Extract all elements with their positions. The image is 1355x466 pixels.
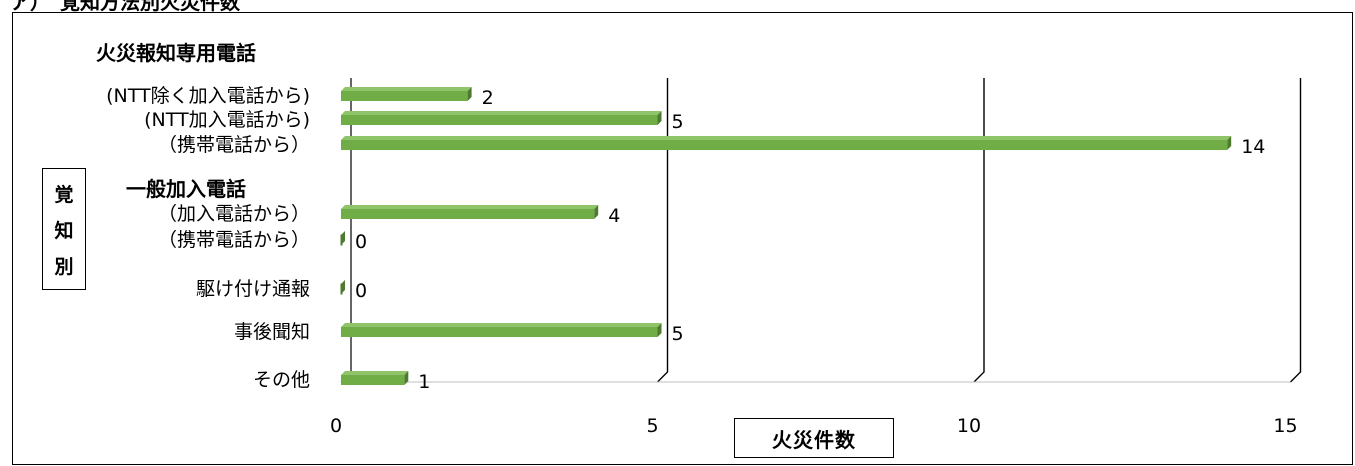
x-tick-label: 5	[646, 415, 658, 437]
bar-side	[594, 205, 599, 219]
gridline	[973, 78, 985, 383]
category-label: その他	[252, 369, 310, 391]
bar-side	[1227, 136, 1232, 150]
category-label: (NTT除く加入電話から)	[106, 85, 310, 107]
y-axis-label-char: 別	[54, 255, 74, 278]
gridline	[657, 78, 669, 383]
data-label: 0	[355, 280, 367, 302]
category-label: (NTT加入電話から)	[144, 109, 310, 131]
data-label: 5	[672, 323, 684, 345]
x-tick-label: 0	[330, 415, 342, 437]
bar	[341, 140, 1228, 150]
bar-top	[341, 371, 409, 375]
data-label: 5	[672, 111, 684, 133]
chart-title-clipped: ア） 覚知方法別火災件数	[10, 0, 240, 14]
y-axis-label-char: 覚	[54, 183, 74, 206]
bar	[341, 327, 658, 337]
category-label: （携帯電話から）	[157, 134, 310, 156]
bar	[340, 283, 343, 295]
x-axis-label: 火災件数	[734, 418, 894, 458]
data-label: 4	[608, 205, 620, 227]
category-label: （携帯電話から）	[157, 229, 310, 251]
category-label: 駆け付け通報	[195, 278, 310, 300]
bar-side	[657, 323, 662, 337]
x-tick-label: 10	[957, 415, 981, 437]
bar	[341, 91, 468, 101]
data-label: 1	[418, 371, 430, 393]
bar-top	[341, 87, 472, 91]
group-header: 火災報知専用電話	[96, 41, 256, 65]
data-label: 0	[355, 231, 367, 253]
bar	[340, 234, 343, 246]
bar-top	[341, 205, 599, 209]
group-header: 一般加入電話	[126, 177, 246, 201]
bar-top	[341, 111, 662, 115]
category-label: 事後聞知	[233, 321, 310, 343]
bar-side	[467, 87, 472, 101]
y-axis-label-char: 知	[54, 219, 74, 242]
x-tick-label: 15	[1273, 415, 1297, 437]
bar	[341, 115, 658, 125]
bar	[341, 375, 405, 385]
data-label: 14	[1241, 136, 1265, 158]
bar	[341, 209, 595, 219]
category-label: （加入電話から）	[157, 203, 310, 225]
bar-top	[341, 136, 1232, 140]
chart-frame	[12, 12, 1353, 465]
bar-side	[404, 371, 409, 385]
bar-top	[341, 323, 662, 327]
gridline	[1290, 78, 1302, 383]
data-label: 2	[482, 87, 494, 109]
bar-side	[657, 111, 662, 125]
y-axis-label: 覚 知 別	[42, 168, 86, 290]
